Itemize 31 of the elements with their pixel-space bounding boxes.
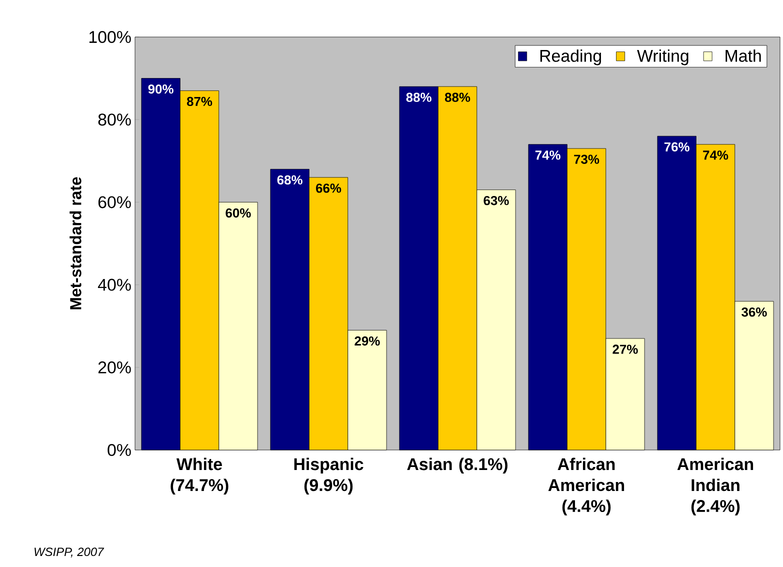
data-label: 87% <box>186 96 212 106</box>
y-tick-label: 80% <box>98 114 131 126</box>
data-label: 29% <box>354 336 380 346</box>
x-tick-label: White (74.7%) <box>170 458 228 494</box>
y-tick-label: 0% <box>108 444 131 456</box>
data-label: 74% <box>535 150 560 160</box>
legend-label: Reading <box>540 49 601 66</box>
data-label: 66% <box>316 184 342 193</box>
text: WSIPP, 2007 <box>34 548 104 558</box>
y-axis-title: Met-standard rate <box>70 177 82 310</box>
x-tick-label: African American (4.4%) <box>548 458 624 516</box>
x-tick-label: Asian (8.1%) <box>407 458 508 474</box>
data-label: 76% <box>664 142 690 152</box>
data-label: 60% <box>226 208 251 218</box>
data-label: 68% <box>277 175 302 185</box>
y-tick-label: 100% <box>89 30 131 43</box>
y-tick-label: 60% <box>98 196 131 208</box>
y-tick-label: 40% <box>98 278 131 291</box>
y-tick-label: 20% <box>98 361 131 374</box>
data-label: 63% <box>484 196 509 206</box>
legend-label: Writing <box>637 49 688 66</box>
data-label: 90% <box>148 84 174 94</box>
data-label: 73% <box>574 154 600 164</box>
data-label: 27% <box>612 344 638 354</box>
x-tick-label: American Indian (2.4%) <box>677 458 754 516</box>
data-label: 88% <box>444 92 470 102</box>
data-label: 36% <box>742 308 767 317</box>
legend-label: Math <box>726 49 761 62</box>
data-label: 88% <box>406 92 432 102</box>
data-label: 74% <box>703 150 728 160</box>
x-tick-label: Hispanic (9.9%) <box>294 458 364 494</box>
